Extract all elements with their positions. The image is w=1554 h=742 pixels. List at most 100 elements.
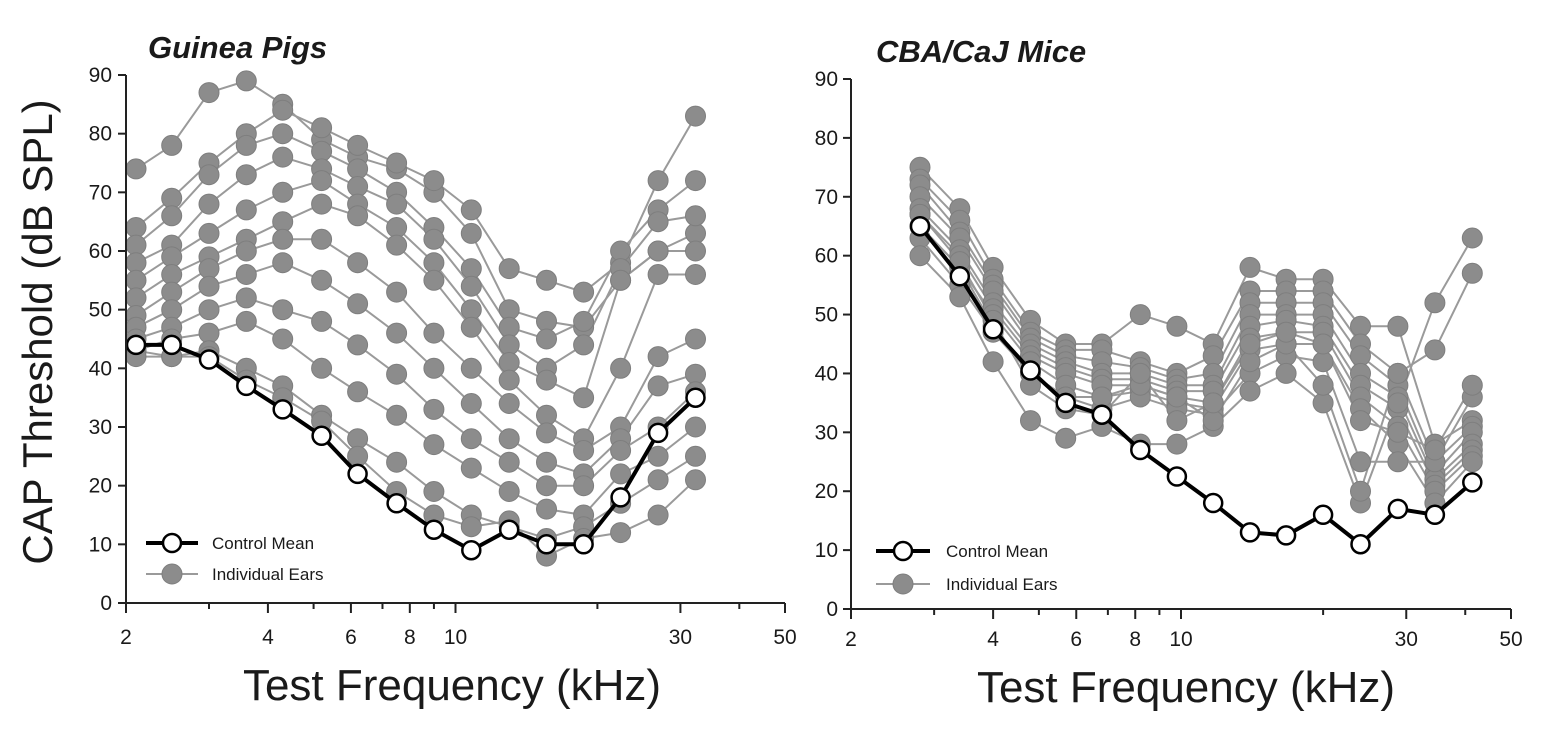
data-point-individual xyxy=(198,193,220,215)
data-point-individual xyxy=(347,293,369,315)
data-point-individual xyxy=(198,322,220,344)
data-point-individual xyxy=(685,363,706,385)
data-point-individual xyxy=(1350,315,1371,337)
data-point-individual xyxy=(1350,345,1371,367)
data-point-individual xyxy=(536,451,557,473)
data-point-individual xyxy=(1239,380,1261,402)
data-point-individual xyxy=(573,440,595,461)
data-point-individual xyxy=(498,334,520,356)
x-tick-label: 30 xyxy=(669,626,692,649)
x-tick-label: 8 xyxy=(404,626,416,649)
data-point-individual xyxy=(460,299,482,321)
data-point-individual xyxy=(1202,392,1224,414)
series-line-individual xyxy=(919,166,1473,446)
data-point-individual xyxy=(272,99,294,121)
legend: Control Mean Individual Ears xyxy=(876,540,1058,595)
data-point-individual xyxy=(647,264,669,285)
data-point-individual xyxy=(573,387,595,409)
data-point-individual xyxy=(161,246,183,268)
data-point-individual xyxy=(161,187,183,209)
data-point-individual xyxy=(647,469,669,491)
x-tick-label: 4 xyxy=(262,626,274,649)
data-point-individual xyxy=(1275,321,1297,343)
data-point-individual xyxy=(1166,386,1188,408)
y-tick-label: 10 xyxy=(89,533,112,556)
y-tick-label: 0 xyxy=(100,592,112,615)
data-point-individual xyxy=(460,393,482,414)
data-point-individual xyxy=(1166,315,1188,337)
series-line-individual xyxy=(135,132,697,341)
plot-area xyxy=(909,156,1483,555)
axes: 0 10 20 30 40 50 60 70 80 90 2 4 6 8 10 30 50 xyxy=(89,64,797,649)
data-point-mean xyxy=(1350,533,1371,555)
data-point-individual xyxy=(235,310,257,332)
data-point-mean xyxy=(347,463,368,485)
series-line-mean xyxy=(136,342,697,553)
data-point-individual xyxy=(498,299,520,321)
data-point-individual xyxy=(1461,262,1483,284)
chart-cba-caj-mice: CBA/CaJ Mice 0 10 20 30 40 50 60 70 80 90 2 4 6 8 10 30… xyxy=(815,34,1523,712)
data-point-individual xyxy=(311,117,333,139)
x-tick-label: 8 xyxy=(1129,628,1141,651)
data-point-mean xyxy=(1130,439,1151,461)
data-point-individual xyxy=(423,252,445,274)
legend-label: Control Mean xyxy=(212,534,314,553)
data-point-individual xyxy=(498,369,520,391)
data-point-individual xyxy=(198,82,220,104)
data-point-individual xyxy=(272,181,294,203)
data-point-individual xyxy=(386,363,408,385)
data-point-individual xyxy=(1275,362,1297,384)
data-point-individual xyxy=(423,322,445,344)
y-axis-label: CAP Threshold (dB SPL) xyxy=(14,99,61,564)
data-point-individual xyxy=(460,457,482,479)
data-point-individual xyxy=(125,158,147,180)
x-tick-label: 10 xyxy=(444,626,467,649)
data-point-mean xyxy=(1055,392,1076,414)
data-point-individual xyxy=(909,245,931,267)
series-line-individual xyxy=(919,207,1473,487)
data-point-individual xyxy=(347,205,369,227)
data-point-individual xyxy=(423,357,445,379)
data-point-individual xyxy=(498,428,520,450)
data-point-mean xyxy=(161,334,182,356)
data-point-individual xyxy=(125,287,147,309)
data-point-individual xyxy=(1350,410,1371,432)
data-point-individual xyxy=(161,281,183,303)
data-point-individual xyxy=(1166,433,1188,455)
series-line-individual xyxy=(919,178,1473,464)
series-line-individual xyxy=(135,349,697,540)
data-point-individual xyxy=(311,228,333,250)
data-point-individual xyxy=(198,258,220,280)
data-point-individual xyxy=(235,240,257,262)
data-point-individual xyxy=(536,404,557,426)
data-point-mean xyxy=(272,399,293,420)
data-point-individual xyxy=(647,504,669,526)
data-point-individual xyxy=(125,217,147,238)
data-point-individual xyxy=(1202,345,1224,367)
data-point-individual xyxy=(1350,451,1371,473)
series-line-individual xyxy=(135,109,697,294)
data-point-mean xyxy=(1239,522,1261,543)
data-point-individual xyxy=(272,123,294,145)
data-point-individual xyxy=(161,134,183,156)
data-point-individual xyxy=(949,286,971,308)
data-point-individual xyxy=(311,193,333,215)
data-point-individual xyxy=(347,158,369,180)
data-point-individual xyxy=(311,269,333,291)
data-point-individual xyxy=(685,328,706,350)
data-point-individual xyxy=(235,264,257,285)
data-point-mean xyxy=(1091,404,1113,425)
data-point-individual xyxy=(423,398,445,420)
data-point-individual xyxy=(573,475,595,497)
data-point-individual xyxy=(460,258,482,280)
series-line-individual xyxy=(919,184,1474,476)
data-point-mean xyxy=(423,519,445,540)
series-line-individual xyxy=(135,79,696,329)
data-point-individual xyxy=(536,310,557,332)
data-point-individual xyxy=(347,445,369,467)
series-line-individual xyxy=(919,196,1473,482)
data-point-individual xyxy=(272,228,294,250)
data-point-individual xyxy=(386,322,408,344)
data-point-individual xyxy=(685,170,706,192)
data-point-individual xyxy=(573,334,595,356)
